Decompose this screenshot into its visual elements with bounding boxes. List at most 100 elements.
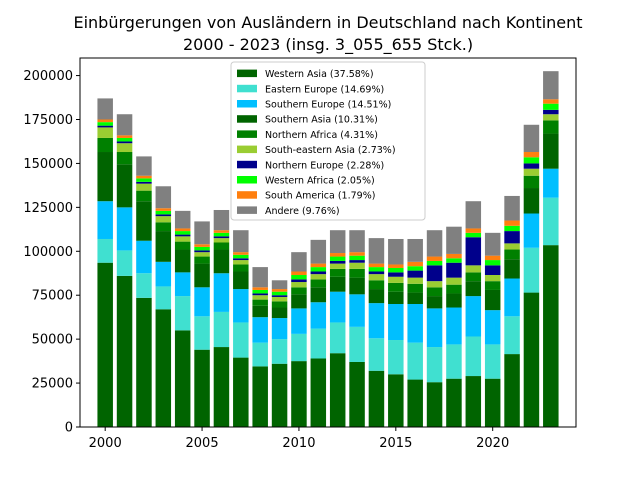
bar-segment	[213, 242, 230, 250]
bar-segment	[504, 243, 520, 250]
bar-segment	[388, 276, 404, 283]
bar-segment	[388, 304, 404, 341]
bar-segment	[155, 208, 172, 211]
bar-segment	[233, 271, 249, 290]
bar-segment	[194, 250, 210, 253]
bar-segment	[368, 263, 385, 268]
bar-segment	[174, 228, 191, 232]
bar-segment	[155, 261, 172, 287]
bar-segment	[426, 256, 443, 261]
bar-segment	[252, 366, 268, 427]
legend-swatch	[237, 84, 257, 93]
bar-segment	[543, 197, 559, 246]
bar-segment	[329, 353, 346, 427]
bar-segment	[213, 209, 230, 231]
bar-segment	[271, 301, 288, 308]
bar-segment	[329, 230, 346, 254]
bar-segment	[136, 175, 152, 179]
bar-segment	[310, 271, 327, 275]
bar-segment	[252, 317, 268, 343]
bar-segment	[252, 299, 268, 306]
bar-segment	[310, 358, 327, 427]
bar-segment	[136, 273, 152, 298]
bar-segment	[368, 289, 385, 304]
bar-segment	[233, 258, 249, 261]
bar-segment	[252, 289, 268, 294]
bar-segment	[252, 342, 268, 367]
bar-segment	[388, 374, 404, 427]
legend-label: Southern Europe (14.51%)	[265, 100, 391, 111]
bar-segment	[349, 260, 365, 263]
bar-segment	[310, 328, 327, 359]
bar-segment	[194, 256, 210, 264]
bar-segment	[194, 221, 210, 245]
y-tick-label: 125000	[23, 201, 73, 216]
bar-segment	[174, 210, 191, 229]
legend-label: South-eastern Asia (2.73%)	[265, 145, 396, 156]
bar-segment	[368, 280, 385, 290]
legend: Western Asia (37.58%) Eastern Europe (14.…	[230, 61, 426, 221]
bar-segment	[97, 201, 113, 239]
bar-segment	[388, 282, 404, 292]
bar-segment	[349, 294, 365, 327]
bar-segment	[271, 289, 288, 292]
bar-segment	[388, 238, 404, 265]
bar-segment	[252, 305, 268, 318]
bar-segment	[523, 175, 540, 189]
x-tick-label: 2015	[379, 436, 412, 451]
legend-swatch	[237, 145, 257, 154]
bar-segment	[504, 259, 520, 279]
bar-segment	[426, 260, 443, 266]
bar-segment	[465, 281, 482, 297]
bar-segment	[426, 281, 443, 288]
bar-segment	[523, 168, 540, 176]
bar-segment	[155, 222, 172, 232]
bar-segment	[446, 284, 462, 294]
bar-segment	[465, 228, 482, 233]
bar-segment	[368, 338, 385, 371]
bar-segment	[194, 349, 210, 427]
bar-segment	[543, 133, 559, 169]
bar-segment	[349, 277, 365, 295]
bar-segment	[484, 378, 501, 427]
bar-segment	[523, 247, 540, 293]
bar-segment	[252, 287, 268, 290]
bar-segment	[155, 186, 172, 209]
bar-segment	[349, 255, 365, 261]
bar-segment	[174, 231, 191, 235]
bar-segment	[155, 214, 172, 217]
bar-segment	[136, 190, 152, 202]
bar-segment	[310, 239, 327, 264]
bar-segment	[233, 357, 249, 427]
legend-swatch	[237, 69, 257, 78]
bar-segment	[465, 336, 482, 377]
bar-segment	[388, 267, 404, 273]
bar-segment	[446, 378, 462, 427]
bar-segment	[465, 272, 482, 282]
bar-segment	[233, 254, 249, 259]
bar-segment	[291, 287, 307, 295]
bar-segment	[523, 124, 540, 153]
bar-segment	[97, 98, 113, 120]
bar-segment	[407, 342, 423, 380]
bar-segment	[349, 361, 365, 427]
bar-segment	[233, 230, 249, 253]
bar-segment	[97, 127, 113, 138]
bar-segment	[213, 236, 230, 239]
bar-segment	[446, 262, 462, 278]
bar-segment	[484, 344, 501, 379]
chart-title: Einbürgerungen von Ausländern in Deutsch…	[73, 13, 582, 32]
bar-segment	[329, 291, 346, 323]
bar-segment	[543, 71, 559, 100]
bar-segment	[388, 272, 404, 277]
bar-segment	[291, 282, 307, 288]
bar-segment	[426, 347, 443, 383]
bar-segment	[271, 307, 288, 319]
bar-segment	[194, 263, 210, 288]
bar-segment	[136, 297, 152, 427]
legend-swatch	[237, 100, 257, 108]
bar-segment	[136, 240, 152, 274]
bar-segment	[194, 244, 210, 247]
bar-segment	[97, 125, 113, 128]
